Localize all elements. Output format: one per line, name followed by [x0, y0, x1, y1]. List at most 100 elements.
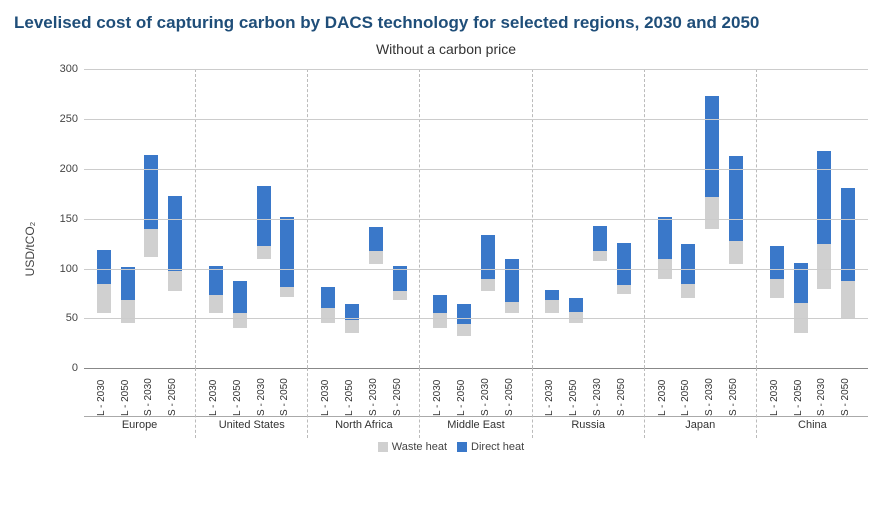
- category-label: S - 2050: [392, 370, 408, 416]
- gridline: [84, 169, 868, 170]
- x-group: L - 2030L - 2050S - 2030S - 2050Russia: [533, 368, 645, 438]
- y-axis-title: USD/tCO₂: [23, 222, 37, 277]
- bar-segment-waste: [209, 295, 223, 314]
- bar-segment-waste: [97, 284, 111, 314]
- region-label: Europe: [84, 416, 195, 431]
- region-label: Russia: [533, 416, 644, 431]
- stacked-bar: [569, 298, 583, 324]
- bar-slot: [279, 217, 295, 368]
- gridline: [84, 119, 868, 120]
- category-label: S - 2050: [616, 370, 632, 416]
- bar-slot: [568, 298, 584, 369]
- category-label: L - 2030: [432, 370, 448, 416]
- category-label: L - 2050: [793, 370, 809, 416]
- bar-segment-waste: [481, 279, 495, 291]
- bar-slot: [769, 246, 785, 369]
- bar-slot: [167, 196, 183, 368]
- bar-segment-waste: [257, 246, 271, 259]
- bar-slot: [704, 96, 720, 368]
- category-label: S - 2050: [840, 370, 856, 416]
- category-label: L - 2050: [344, 370, 360, 416]
- bar-segment-direct: [617, 243, 631, 285]
- chart: USD/tCO₂ L - 2030L - 2050S - 2030S - 205…: [84, 59, 868, 439]
- bar-slot: [96, 250, 112, 369]
- bar-segment-direct: [121, 267, 135, 301]
- stacked-bar: [121, 267, 135, 324]
- bar-segment-waste: [168, 271, 182, 291]
- bar-slot: [504, 259, 520, 369]
- bar-segment-waste: [393, 291, 407, 301]
- stacked-bar: [841, 188, 855, 319]
- stacked-bar: [770, 246, 784, 299]
- bar-segment-waste: [770, 279, 784, 299]
- bar-segment-waste: [729, 241, 743, 264]
- category-label: L - 2050: [120, 370, 136, 416]
- category-label: L - 2050: [232, 370, 248, 416]
- bar-segment-waste: [505, 302, 519, 313]
- stacked-bar: [369, 227, 383, 264]
- category-label: S - 2050: [279, 370, 295, 416]
- stacked-bar: [794, 263, 808, 334]
- bar-segment-direct: [481, 235, 495, 279]
- bar-slot: [256, 186, 272, 368]
- bar-segment-direct: [593, 226, 607, 251]
- bar-slot: [840, 188, 856, 368]
- stacked-bar: [257, 186, 271, 259]
- x-group: L - 2030L - 2050S - 2030S - 2050China: [757, 368, 868, 438]
- y-tick-label: 0: [72, 362, 84, 374]
- stacked-bar: [705, 96, 719, 229]
- category-label: L - 2030: [96, 370, 112, 416]
- region-label: North Africa: [308, 416, 419, 431]
- legend-swatch: [378, 442, 388, 452]
- bar-segment-waste: [233, 313, 247, 328]
- bar-segment-direct: [545, 290, 559, 301]
- category-label: L - 2030: [544, 370, 560, 416]
- category-label: L - 2030: [657, 370, 673, 416]
- category-row: L - 2030L - 2050S - 2030S - 2050: [757, 370, 868, 416]
- x-axis: L - 2030L - 2050S - 2030S - 2050EuropeL …: [84, 368, 868, 438]
- bar-segment-waste: [433, 313, 447, 328]
- y-tick-label: 200: [60, 163, 84, 175]
- x-group: L - 2030 L - 2050 S - 2030 S - 2050United S…: [196, 368, 308, 438]
- bar-slot: [208, 266, 224, 369]
- y-tick-label: 300: [60, 63, 84, 75]
- bar-slot: [368, 227, 384, 369]
- stacked-bar: [97, 250, 111, 314]
- stacked-bar: [209, 266, 223, 314]
- stacked-bar: [280, 217, 294, 297]
- stacked-bar: [233, 281, 247, 329]
- category-row: L - 2030L - 2050S - 2030S - 2050: [84, 370, 195, 416]
- bar-slot: [344, 304, 360, 368]
- bar-segment-waste: [345, 320, 359, 333]
- bar-slot: [392, 266, 408, 369]
- category-row: L - 2030L - 2050S - 2030S - 2050: [645, 370, 756, 416]
- bar-slot: [432, 295, 448, 369]
- category-label: L - 2050: [456, 370, 472, 416]
- region-label: United States: [196, 416, 307, 431]
- gridline: [84, 318, 868, 319]
- stacked-bar: [168, 196, 182, 291]
- bar-segment-direct: [369, 227, 383, 251]
- bar-segment-waste: [617, 285, 631, 294]
- stacked-bar: [433, 295, 447, 329]
- bar-segment-direct: [817, 151, 831, 244]
- region-label: Middle East: [420, 416, 531, 431]
- bar-slot: [456, 304, 472, 368]
- bar-segment-direct: [770, 246, 784, 279]
- stacked-bar: [393, 266, 407, 301]
- y-tick-label: 250: [60, 113, 84, 125]
- bar-segment-direct: [569, 298, 583, 313]
- stacked-bar: [681, 244, 695, 299]
- category-label: S - 2050: [167, 370, 183, 416]
- bar-segment-waste: [545, 300, 559, 313]
- category-label: S - 2030: [816, 370, 832, 416]
- bar-segment-waste: [280, 287, 294, 297]
- category-label: S - 2030: [256, 370, 272, 416]
- stacked-bar: [729, 156, 743, 264]
- stacked-bar: [505, 259, 519, 314]
- bar-slot: [320, 287, 336, 369]
- legend-label: Direct heat: [471, 441, 524, 453]
- category-label: L - 2030: [208, 370, 224, 416]
- bar-segment-waste: [841, 281, 855, 319]
- bar-segment-direct: [705, 96, 719, 197]
